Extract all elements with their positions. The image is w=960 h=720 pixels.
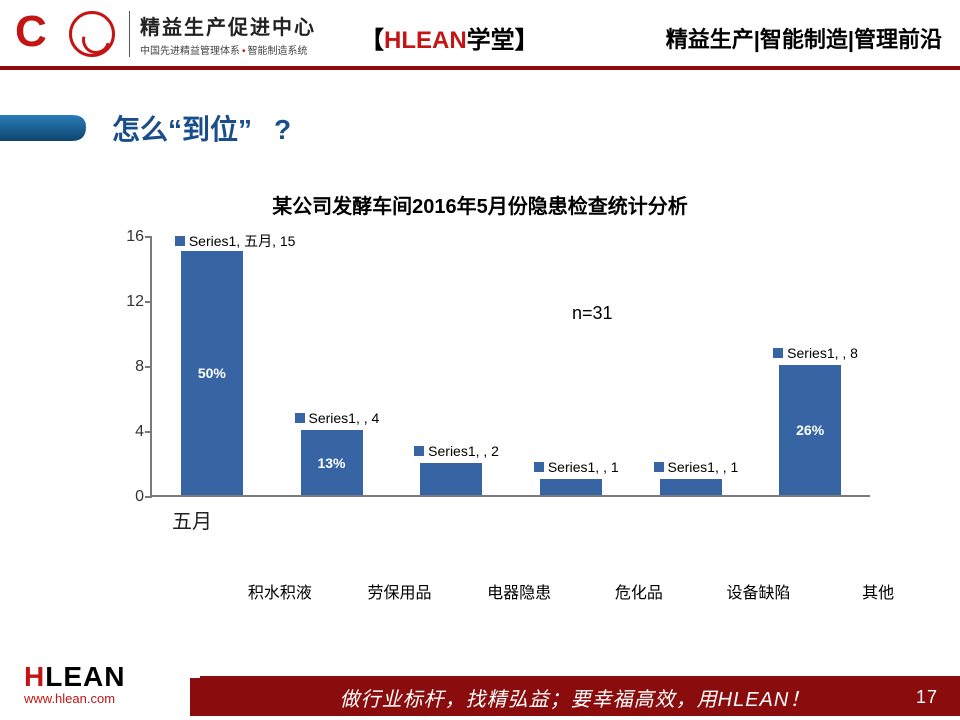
chart-title: 某公司发酵车间2016年5月份隐患检查统计分析 [80, 190, 880, 219]
header-right-text: 精益生产|智能制造|管理前沿 [666, 22, 942, 54]
logo-c-icon: C [15, 10, 63, 58]
category-label: 电器隐患 [487, 579, 551, 603]
category-label: 其他 [862, 579, 894, 603]
chart-plot: n=31 048121650%Series1, 五月, 1513%Series1… [150, 237, 870, 537]
page-number: 17 [916, 687, 938, 708]
bar-label: Series1, 五月, 15 [175, 231, 296, 251]
section-tab-icon [0, 113, 90, 143]
bar: 50%Series1, 五月, 15 [181, 251, 243, 495]
y-tick: 8 [106, 358, 144, 376]
header-bar: C 精益生产促进中心 中国先进精益管理体系•智能制造系统 【HLEAN学堂】 精… [0, 0, 960, 70]
bar-label: Series1, , 4 [295, 410, 380, 426]
chart-container: 某公司发酵车间2016年5月份隐患检查统计分析 n=31 048121650%S… [80, 190, 880, 537]
bar-label: Series1, , 1 [534, 459, 619, 475]
bar: Series1, , 1 [660, 479, 722, 495]
footer: HLEAN www.hlean.com 做行业标杆，找精弘益；要幸福高效，用HL… [0, 662, 960, 720]
y-tick: 0 [106, 488, 144, 506]
hlean-school-label: 【HLEAN学堂】 [360, 20, 539, 55]
category-label: 危化品 [615, 579, 663, 603]
category-label: 劳保用品 [367, 579, 431, 603]
logo-text: 精益生产促进中心 中国先进精益管理体系•智能制造系统 [129, 11, 316, 57]
section-title-row: 怎么“到位”? [0, 108, 960, 148]
brand-word: HLEAN [24, 661, 125, 693]
bar-label: Series1, , 1 [654, 459, 739, 475]
logo-subtitle: 中国先进精益管理体系•智能制造系统 [140, 42, 316, 57]
bar-percent: 13% [301, 455, 363, 471]
footer-bar: 做行业标杆，找精弘益；要幸福高效，用HLEAN！ 17 [190, 678, 960, 716]
bar: Series1, , 2 [420, 463, 482, 496]
brand-url: www.hlean.com [24, 691, 125, 706]
plot-area: n=31 048121650%Series1, 五月, 1513%Series1… [150, 237, 870, 497]
y-tick: 4 [106, 423, 144, 441]
logo-group: C 精益生产促进中心 中国先进精益管理体系•智能制造系统 [15, 10, 316, 58]
logo-circle-icon [69, 11, 115, 57]
bar-label: Series1, , 8 [773, 345, 858, 361]
footer-slogan: 做行业标杆，找精弘益；要幸福高效，用HLEAN！ [340, 683, 811, 712]
bar: 13%Series1, , 4 [301, 430, 363, 495]
footer-brand: HLEAN www.hlean.com [24, 661, 125, 706]
n-label: n=31 [572, 303, 613, 324]
bar: Series1, , 1 [540, 479, 602, 495]
category-label: 积水积液 [248, 579, 312, 603]
logo-title: 精益生产促进中心 [140, 11, 316, 40]
y-tick: 12 [106, 293, 144, 311]
bar: 26%Series1, , 8 [779, 365, 841, 495]
section-title: 怎么“到位”? [112, 108, 291, 148]
y-tick: 16 [106, 228, 144, 246]
bar-label: Series1, , 2 [414, 443, 499, 459]
bar-percent: 50% [181, 365, 243, 381]
bar-percent: 26% [779, 422, 841, 438]
category-axis: 积水积液 劳保用品 电器隐患 危化品 设备缺陷 其他 [220, 579, 950, 607]
category-label: 设备缺陷 [726, 579, 790, 603]
month-label: 五月 [172, 505, 212, 534]
